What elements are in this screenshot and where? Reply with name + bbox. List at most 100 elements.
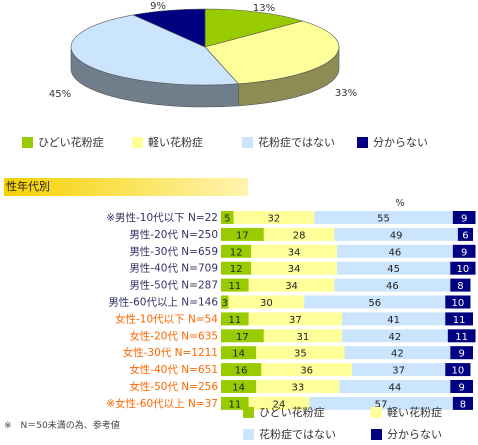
bar-value-label-wakaranai: 9	[461, 214, 467, 225]
legend-swatch-karui	[132, 136, 143, 148]
bar-category-label: ※女性-60代以上 N=37	[106, 397, 218, 410]
bar-segment-wakaranai	[445, 295, 471, 309]
bar-category-label: 男性-50代 N=287	[129, 279, 218, 292]
legend-item-hidoi: ひどい花粉症	[22, 134, 132, 150]
bar-value-label-karui: 34	[288, 264, 301, 275]
bar-value-label-wakaranai: 6	[462, 230, 468, 241]
bar-segment-karui	[251, 244, 337, 258]
bar-category-label: 女性-40代 N=651	[129, 363, 218, 376]
bar-value-label-wakaranai: 10	[452, 298, 465, 309]
bar-value-label-nai: 44	[389, 383, 402, 394]
bar-segment-nai	[336, 261, 451, 275]
bar-legend-swatch-hidoi	[243, 406, 254, 418]
bar-legend-swatch-wakaranai	[371, 428, 382, 440]
bar-value-label-hidoi: 14	[232, 383, 245, 394]
bar-legend-item-nai: 花粉症ではない	[243, 426, 371, 442]
bar-segment-hidoi	[221, 363, 262, 377]
bar-segment-nai	[336, 244, 453, 258]
bar-value-label-karui: 34	[288, 247, 301, 258]
pie-legend: ひどい花粉症 軽い花粉症 花粉症ではない 分からない	[22, 134, 462, 150]
pie-slice-wakaranai	[132, 8, 206, 48]
bar-value-label-hidoi: 14	[232, 349, 245, 360]
bar-segment-wakaranai	[450, 261, 476, 275]
bar-segment-nai	[309, 396, 453, 410]
bar-legend-swatch-karui	[371, 406, 382, 418]
bar-value-label-wakaranai: 9	[458, 349, 464, 360]
legend-item-nai: 花粉症ではない	[242, 134, 357, 150]
bar-value-label-karui: 36	[300, 366, 313, 377]
legend-label-nai: 花粉症ではない	[258, 136, 335, 149]
bar-value-label-hidoi: 5	[224, 214, 230, 225]
bar-segment-nai	[341, 312, 446, 326]
bar-value-label-karui: 32	[268, 214, 281, 225]
bar-value-label-wakaranai: 8	[457, 281, 463, 292]
bar-segment-wakaranai	[445, 363, 471, 377]
bar-segment-wakaranai	[452, 211, 476, 224]
bar-category-label: 男性-30代 N=659	[129, 245, 218, 258]
bar-segment-wakaranai	[450, 346, 473, 360]
pie-slice-nai	[70, 14, 239, 86]
bar-value-label-nai: 56	[368, 298, 381, 309]
bar-value-label-nai: 46	[389, 247, 402, 258]
bar-segment-wakaranai	[450, 380, 473, 393]
bar-value-label-wakaranai: 9	[458, 383, 464, 394]
bar-segment-hidoi	[221, 244, 252, 258]
bar-value-label-karui: 28	[293, 230, 306, 241]
bar-value-label-hidoi: 12	[230, 247, 243, 258]
bar-segment-hidoi	[221, 227, 264, 241]
bar-value-label-nai: 42	[391, 349, 404, 360]
pie-chart: 13% 33% 45% 9%	[49, 1, 357, 108]
bar-legend-label-karui: 軽い花粉症	[387, 406, 442, 419]
legend-item-karui: 軽い花粉症	[132, 134, 242, 150]
bar-segment-karui	[248, 396, 310, 410]
bar-category-label: 男性-60代以上 N=146	[108, 296, 218, 309]
bar-segment-karui	[256, 346, 345, 360]
bar-value-label-hidoi: 12	[230, 264, 243, 275]
bar-segment-karui	[248, 278, 335, 292]
bar-legend-swatch-nai	[243, 428, 254, 440]
bar-segment-karui	[233, 211, 315, 224]
bar-segment-nai	[314, 211, 453, 224]
legend-label-wakaranai: 分からない	[373, 136, 428, 149]
bar-segment-hidoi	[221, 211, 234, 224]
bar-segment-hidoi	[221, 346, 257, 360]
bar-segment-wakaranai	[450, 278, 471, 292]
pie-label-nai: 45%	[49, 89, 71, 100]
bar-value-label-nai: 41	[387, 315, 400, 326]
bar-value-label-hidoi: 16	[235, 366, 248, 377]
bar-value-label-wakaranai: 11	[453, 315, 466, 326]
bar-segment-hidoi	[221, 396, 249, 410]
bar-category-label: 女性-30代 N=1211	[123, 346, 218, 359]
pie-slice-hidoi	[204, 8, 304, 48]
bar-segment-karui	[256, 380, 340, 393]
pie-label-wakaranai: 9%	[150, 1, 166, 12]
bar-segment-nai	[339, 380, 451, 393]
bar-segment-hidoi	[221, 278, 249, 292]
bar-value-label-karui: 37	[289, 315, 302, 326]
bar-legend-item-wakaranai: 分からない	[371, 426, 442, 442]
bar-category-label: 女性-50代 N=256	[129, 380, 218, 393]
bar-value-label-hidoi: 11	[228, 281, 241, 292]
bar-category-label: 女性-20代 N=635	[129, 329, 218, 342]
bar-segment-karui	[263, 227, 335, 241]
pie-label-hidoi: 13%	[253, 3, 275, 14]
bar-value-label-nai: 37	[392, 366, 405, 377]
bar-value-label-karui: 30	[260, 298, 273, 309]
bar-segment-nai	[304, 295, 446, 309]
bar-legend-item-karui: 軽い花粉症	[371, 404, 442, 420]
pie-slice-karui	[204, 20, 340, 85]
bar-value-label-nai: 49	[390, 230, 403, 241]
bar-segment-karui	[248, 312, 342, 326]
bar-value-label-karui: 35	[294, 349, 307, 360]
stacked-bar-chart: % ※男性-10代以下 N=22 5 32 55 9 男性-20代 N=250 17 28 49 6…	[106, 198, 476, 410]
legend-swatch-hidoi	[22, 136, 33, 148]
bar-segment-karui	[228, 295, 305, 309]
bar-segment-wakaranai	[457, 227, 473, 241]
bar-value-label-nai: 42	[389, 332, 402, 343]
bar-segment-nai	[352, 363, 446, 377]
bar-segment-hidoi	[221, 312, 249, 326]
bar-value-label-karui: 31	[297, 332, 310, 343]
legend-label-karui: 軽い花粉症	[148, 136, 203, 149]
bar-segment-hidoi	[221, 295, 229, 309]
bar-value-label-hidoi: 11	[228, 399, 241, 410]
